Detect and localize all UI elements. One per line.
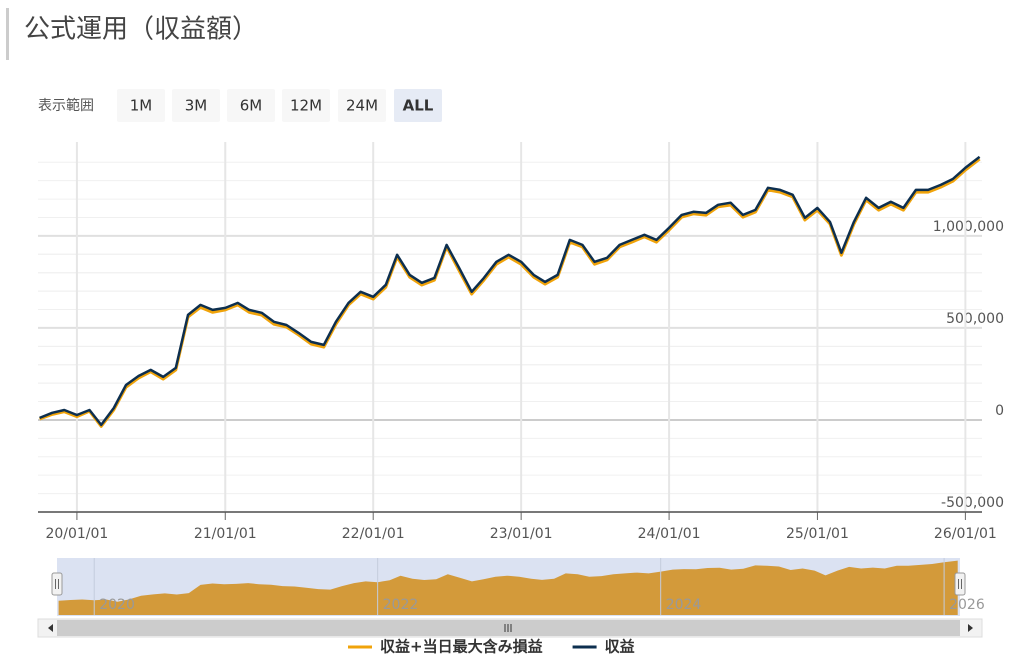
- navigator-label: 2022: [383, 597, 419, 613]
- y-tick-label: 500,000: [946, 311, 1004, 327]
- range-button-label[interactable]: ALL: [403, 97, 434, 115]
- legend-label[interactable]: 収益: [605, 638, 635, 656]
- range-button[interactable]: [338, 89, 386, 122]
- y-tick-label: -500,000: [941, 495, 1004, 511]
- handle-grip: [55, 579, 59, 589]
- scroll-right[interactable]: [968, 624, 973, 632]
- x-tick-label: 20/01/01: [45, 526, 108, 542]
- x-tick-label: 21/01/01: [194, 526, 257, 542]
- navigator-label: 2024: [666, 597, 702, 613]
- scroll-left[interactable]: [48, 624, 53, 632]
- range-button-label[interactable]: 6M: [240, 97, 263, 115]
- range-button-label[interactable]: 1M: [130, 97, 153, 115]
- navigator-handle[interactable]: [954, 572, 966, 596]
- range-button[interactable]: [282, 89, 330, 122]
- scroll-grip: [504, 624, 512, 632]
- series-line: [39, 157, 981, 428]
- x-tick-label: 26/01/01: [934, 526, 997, 542]
- range-label: 表示範囲: [38, 97, 94, 114]
- x-tick-label: 23/01/01: [490, 526, 553, 542]
- navigator-label: 2026: [949, 597, 985, 613]
- range-button[interactable]: [394, 89, 442, 122]
- handle-grip: [958, 579, 962, 589]
- y-tick-label: 1,000,000: [933, 219, 1004, 235]
- navigator-handle[interactable]: [51, 572, 63, 596]
- navigator-label: 2020: [99, 597, 135, 613]
- range-button-label[interactable]: 24M: [346, 97, 378, 115]
- series-line: [39, 155, 981, 427]
- range-button-label[interactable]: 3M: [185, 97, 208, 115]
- range-button[interactable]: [172, 89, 220, 122]
- legend-label[interactable]: 収益+当日最大含み損益: [380, 638, 543, 656]
- title-bar: [6, 8, 9, 60]
- range-button[interactable]: [227, 89, 275, 122]
- x-tick-label: 22/01/01: [342, 526, 405, 542]
- x-tick-label: 25/01/01: [786, 526, 849, 542]
- y-tick-label: 0: [995, 403, 1004, 419]
- x-tick-label: 24/01/01: [638, 526, 701, 542]
- navigator-area: [58, 560, 958, 615]
- page-title: 公式運用（収益額）: [24, 15, 258, 45]
- range-button[interactable]: [117, 89, 165, 122]
- range-button-label[interactable]: 12M: [290, 97, 322, 115]
